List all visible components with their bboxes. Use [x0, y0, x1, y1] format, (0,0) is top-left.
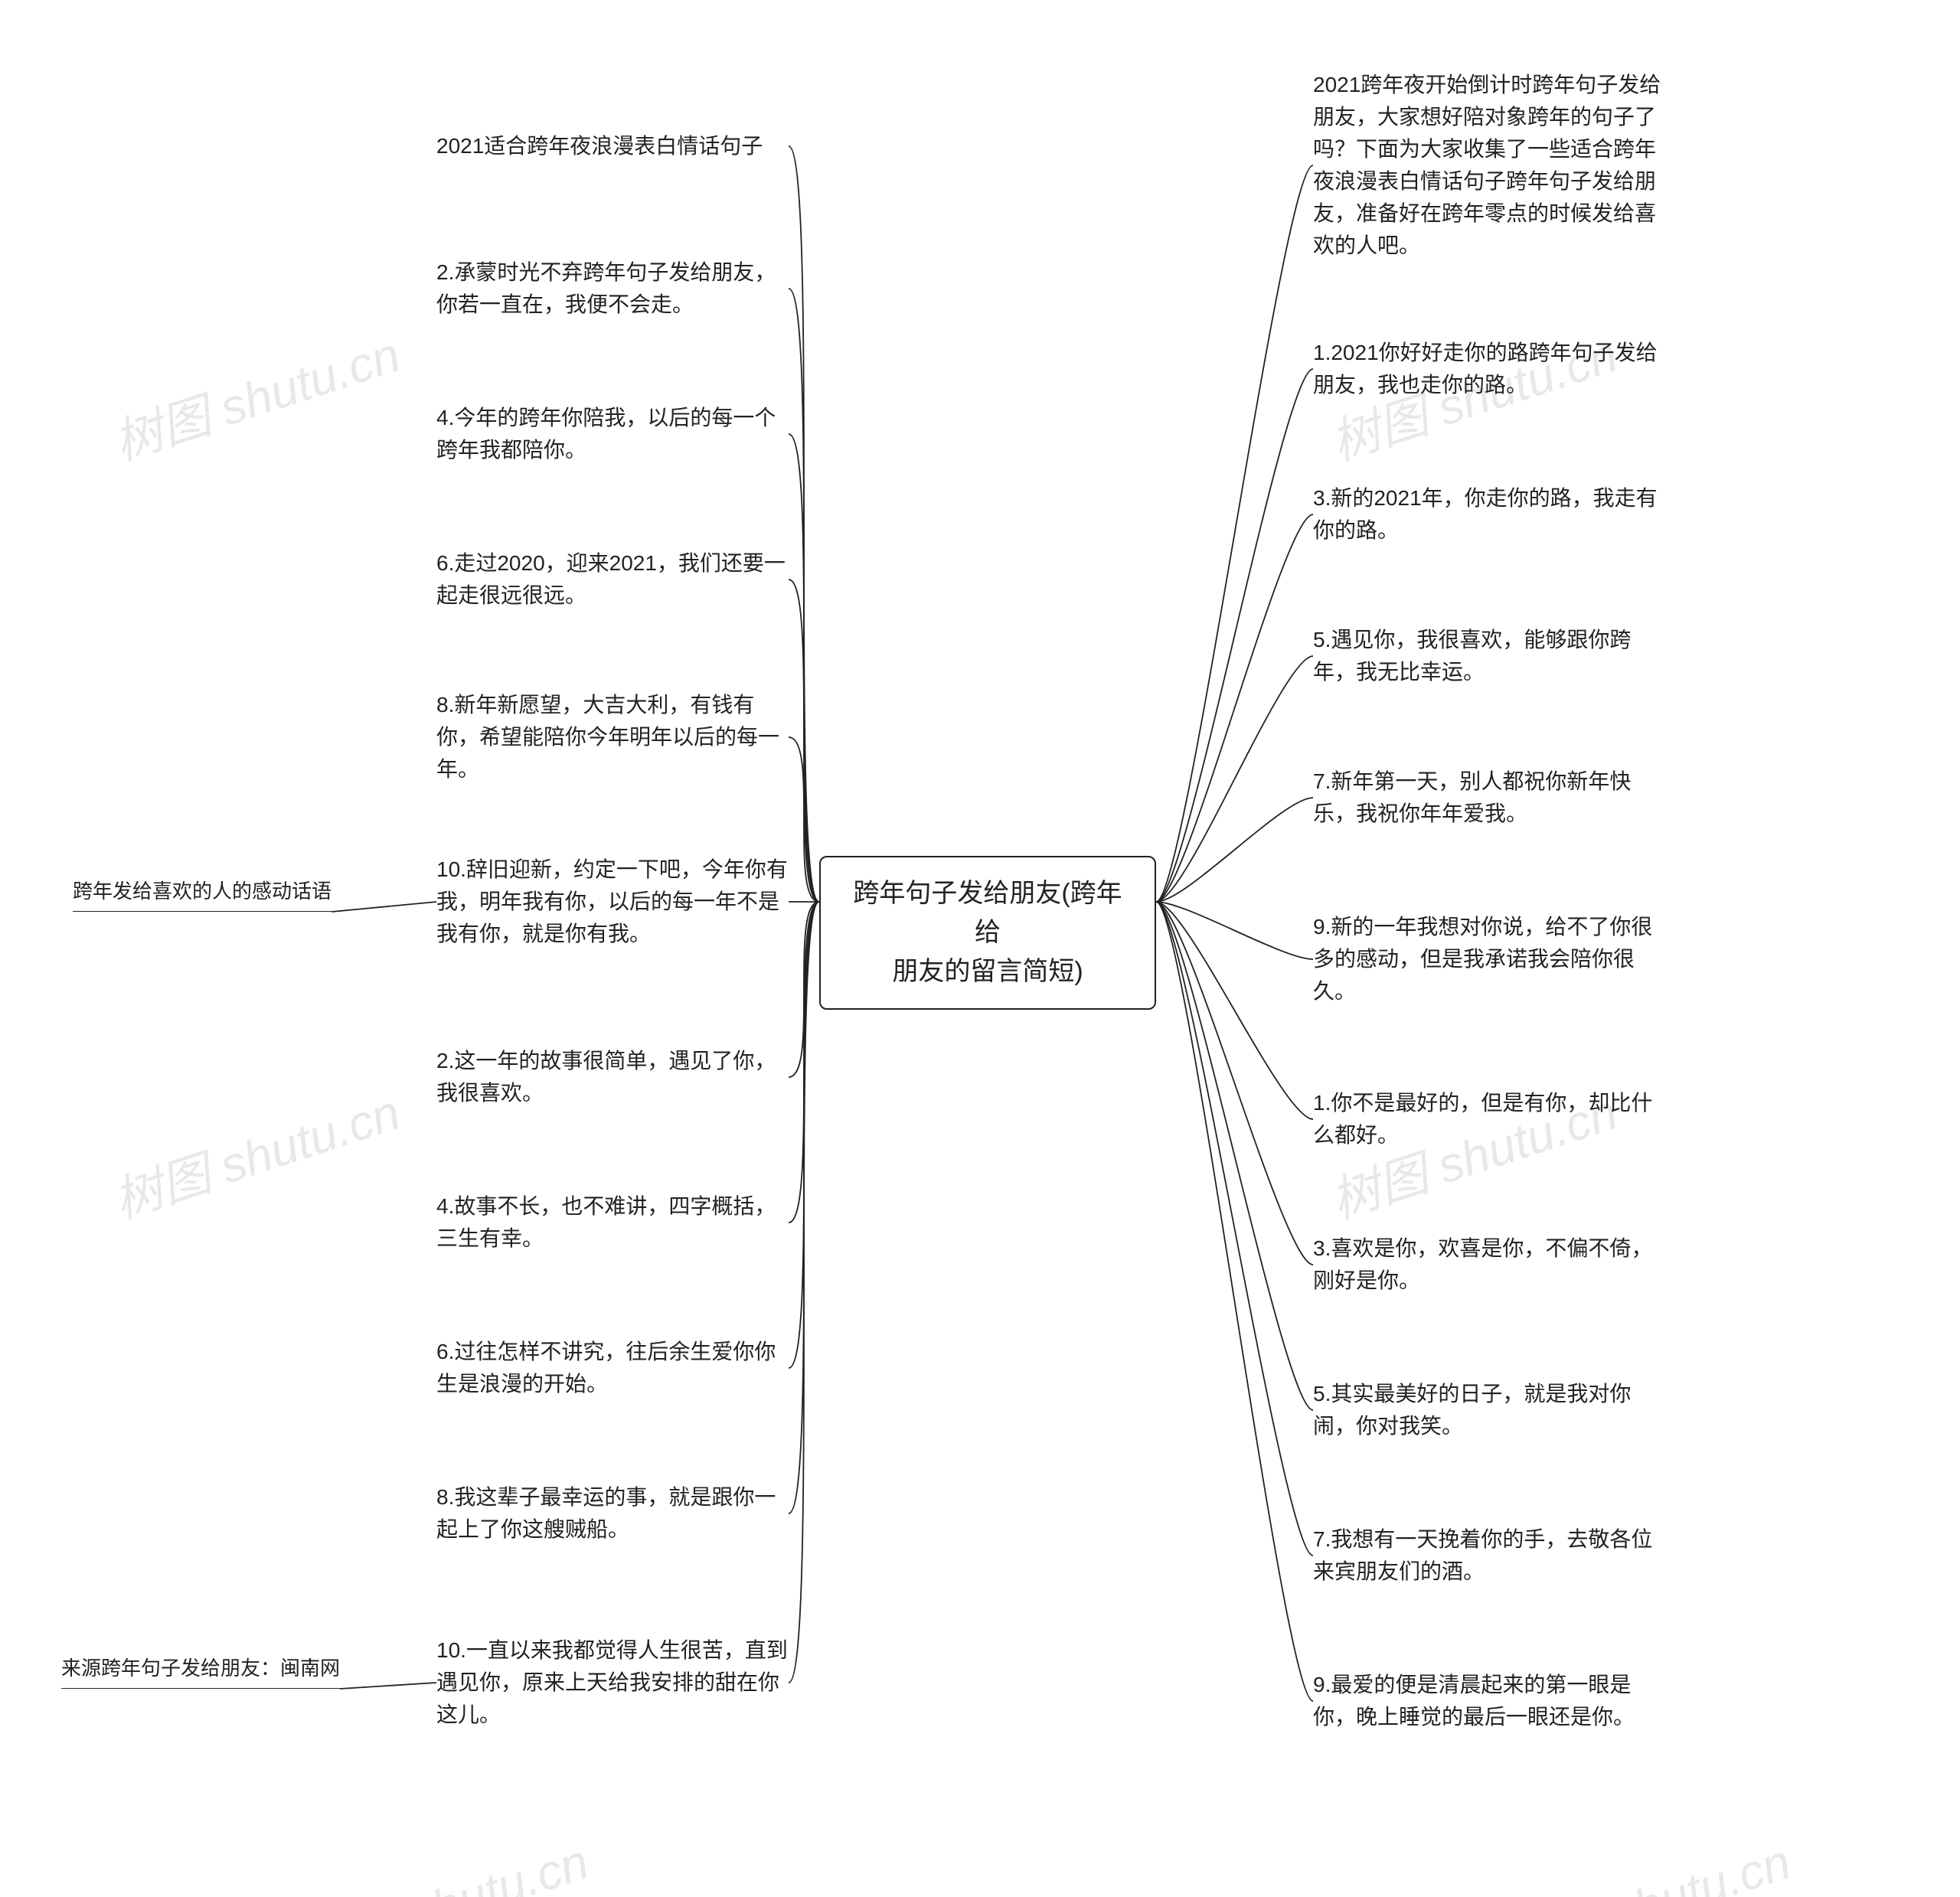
left-leaf-1-text: 2.承蒙时光不弃跨年句子发给朋友，你若一直在，我便不会走。 [436, 260, 776, 316]
left-leaf-1[interactable]: 2.承蒙时光不弃跨年句子发给朋友，你若一直在，我便不会走。 [436, 256, 789, 321]
left-leaf-7[interactable]: 4.故事不长，也不难讲，四字概括，三生有幸。 [436, 1190, 789, 1255]
left-leaf-7-text: 4.故事不长，也不难讲，四字概括，三生有幸。 [436, 1194, 776, 1250]
left-leaf-8[interactable]: 6.过往怎样不讲究，往后余生爱你你生是浪漫的开始。 [436, 1336, 789, 1400]
right-leaf-7-text: 3.喜欢是你，欢喜是你，不偏不倚，刚好是你。 [1313, 1236, 1652, 1292]
watermark-5: shutu.cn [1603, 1833, 1797, 1897]
left-leaf-5-text: 10.辞旧迎新，约定一下吧，今年你有我，明年我有你，以后的每一年不是我有你，就是… [436, 857, 788, 945]
watermark-0: 树图 shutu.cn [103, 315, 407, 474]
mindmap-canvas: 跨年句子发给朋友(跨年给 朋友的留言简短) 2021适合跨年夜浪漫表白情话句子 2… [0, 0, 1960, 1897]
watermark-4: shutu.cn [401, 1833, 595, 1897]
left-leaf-9-text: 8.我这辈子最幸运的事，就是跟你一起上了你这艘贼船。 [436, 1485, 776, 1541]
left-leaf-5-sub-text: 跨年发给喜欢的人的感动话语 [73, 880, 332, 903]
right-leaf-2[interactable]: 3.新的2021年，你走你的路，我走有你的路。 [1313, 482, 1665, 547]
left-leaf-5-sub[interactable]: 跨年发给喜欢的人的感动话语 [73, 877, 332, 912]
right-leaf-4[interactable]: 7.新年第一天，别人都祝你新年快乐，我祝你年年爱我。 [1313, 766, 1665, 830]
left-leaf-10-text: 10.一直以来我都觉得人生很苦，直到遇见你，原来上天给我安排的甜在你这儿。 [436, 1638, 788, 1726]
left-leaf-10-sub-text: 来源跨年句子发给朋友：闽南网 [61, 1657, 340, 1680]
center-line1: 跨年句子发给朋友(跨年给 [853, 879, 1122, 947]
right-leaf-10[interactable]: 9.最爱的便是清晨起来的第一眼是你，晚上睡觉的最后一眼还是你。 [1313, 1669, 1665, 1733]
right-leaf-9-text: 7.我想有一天挽着你的手，去敬各位来宾朋友们的酒。 [1313, 1527, 1652, 1583]
left-leaf-10-sub[interactable]: 来源跨年句子发给朋友：闽南网 [61, 1654, 340, 1689]
right-leaf-5[interactable]: 9.新的一年我想对你说，给不了你很多的感动，但是我承诺我会陪你很久。 [1313, 911, 1665, 1007]
left-leaf-8-text: 6.过往怎样不讲究，往后余生爱你你生是浪漫的开始。 [436, 1340, 776, 1396]
left-leaf-6[interactable]: 2.这一年的故事很简单，遇见了你，我很喜欢。 [436, 1045, 789, 1109]
left-leaf-5[interactable]: 10.辞旧迎新，约定一下吧，今年你有我，明年我有你，以后的每一年不是我有你，就是… [436, 854, 789, 950]
right-leaf-8[interactable]: 5.其实最美好的日子，就是我对你闹，你对我笑。 [1313, 1378, 1665, 1442]
right-leaf-4-text: 7.新年第一天，别人都祝你新年快乐，我祝你年年爱我。 [1313, 769, 1631, 825]
center-line2: 朋友的留言简短) [892, 957, 1083, 986]
left-leaf-10[interactable]: 10.一直以来我都觉得人生很苦，直到遇见你，原来上天给我安排的甜在你这儿。 [436, 1634, 789, 1731]
right-leaf-3-text: 5.遇见你，我很喜欢，能够跟你跨年，我无比幸运。 [1313, 628, 1631, 684]
right-leaf-1[interactable]: 1.2021你好好走你的路跨年句子发给朋友，我也走你的路。 [1313, 337, 1665, 401]
right-leaf-1-text: 1.2021你好好走你的路跨年句子发给朋友，我也走你的路。 [1313, 341, 1658, 397]
right-leaf-9[interactable]: 7.我想有一天挽着你的手，去敬各位来宾朋友们的酒。 [1313, 1523, 1665, 1588]
left-leaf-6-text: 2.这一年的故事很简单，遇见了你，我很喜欢。 [436, 1049, 776, 1105]
left-leaf-9[interactable]: 8.我这辈子最幸运的事，就是跟你一起上了你这艘贼船。 [436, 1481, 789, 1546]
left-leaf-3-text: 6.走过2020，迎来2021，我们还要一起走很远很远。 [436, 551, 786, 607]
left-leaf-2-text: 4.今年的跨年你陪我，以后的每一个跨年我都陪你。 [436, 406, 776, 462]
right-leaf-7[interactable]: 3.喜欢是你，欢喜是你，不偏不倚，刚好是你。 [1313, 1233, 1665, 1297]
right-leaf-10-text: 9.最爱的便是清晨起来的第一眼是你，晚上睡觉的最后一眼还是你。 [1313, 1673, 1635, 1729]
right-leaf-5-text: 9.新的一年我想对你说，给不了你很多的感动，但是我承诺我会陪你很久。 [1313, 915, 1652, 1003]
right-leaf-0[interactable]: 2021跨年夜开始倒计时跨年句子发给朋友，大家想好陪对象跨年的句子了吗？下面为大… [1313, 69, 1665, 262]
left-leaf-0-text: 2021适合跨年夜浪漫表白情话句子 [436, 134, 763, 158]
left-leaf-0[interactable]: 2021适合跨年夜浪漫表白情话句子 [436, 130, 789, 162]
watermark-2: 树图 shutu.cn [103, 1073, 407, 1232]
right-leaf-8-text: 5.其实最美好的日子，就是我对你闹，你对我笑。 [1313, 1382, 1631, 1438]
left-leaf-2[interactable]: 4.今年的跨年你陪我，以后的每一个跨年我都陪你。 [436, 402, 789, 466]
right-leaf-2-text: 3.新的2021年，你走你的路，我走有你的路。 [1313, 486, 1658, 542]
right-leaf-6-text: 1.你不是最好的，但是有你，却比什么都好。 [1313, 1091, 1652, 1147]
right-leaf-0-text: 2021跨年夜开始倒计时跨年句子发给朋友，大家想好陪对象跨年的句子了吗？下面为大… [1313, 73, 1661, 257]
right-leaf-6[interactable]: 1.你不是最好的，但是有你，却比什么都好。 [1313, 1087, 1665, 1151]
left-leaf-3[interactable]: 6.走过2020，迎来2021，我们还要一起走很远很远。 [436, 547, 789, 612]
center-topic[interactable]: 跨年句子发给朋友(跨年给 朋友的留言简短) [819, 856, 1156, 1010]
left-leaf-4[interactable]: 8.新年新愿望，大吉大利，有钱有你，希望能陪你今年明年以后的每一年。 [436, 689, 789, 785]
left-leaf-4-text: 8.新年新愿望，大吉大利，有钱有你，希望能陪你今年明年以后的每一年。 [436, 693, 779, 781]
right-leaf-3[interactable]: 5.遇见你，我很喜欢，能够跟你跨年，我无比幸运。 [1313, 624, 1665, 688]
